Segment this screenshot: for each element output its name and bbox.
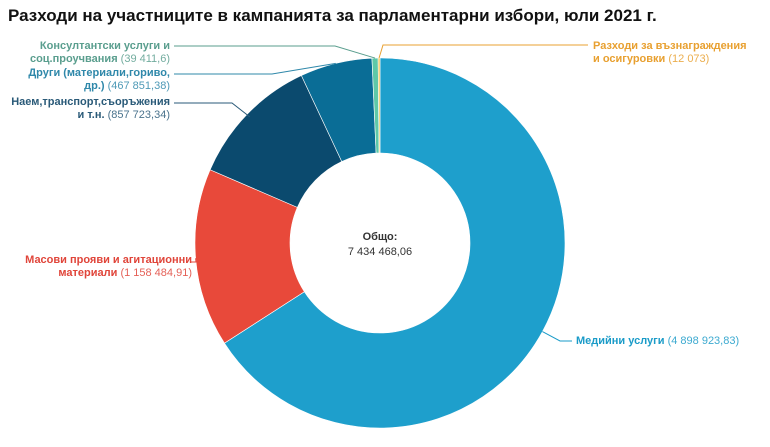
center-total: Общо: 7 434 468,06 <box>300 230 460 260</box>
center-label: Общо: <box>362 231 398 243</box>
label-events: Масови прояви и агитационни материали (1… <box>25 254 192 279</box>
label-media: Медийни услуги (4 898 923,83) <box>576 335 740 347</box>
chart-title: Разходи на участниците в кампанията за п… <box>8 6 657 25</box>
label-consulting: Консултантски услуги и соц.проучвания (3… <box>29 40 170 65</box>
slice-media <box>224 57 566 429</box>
leader-line <box>378 44 588 59</box>
label-rent: Наем,транспорт,съоръжения и т.н. (857 72… <box>11 96 170 121</box>
leader-line <box>190 258 197 263</box>
leader-line <box>174 45 376 59</box>
label-other: Други (материали,гориво, др.) (467 851,3… <box>28 67 170 92</box>
leader-line <box>174 62 336 75</box>
label-salaries: Разходи за възнаграждения и осигуровки (… <box>593 40 747 65</box>
leader-line <box>174 102 251 118</box>
leader-line <box>542 331 572 342</box>
center-value: 7 434 468,06 <box>347 246 413 258</box>
slice-salaries <box>377 57 381 154</box>
